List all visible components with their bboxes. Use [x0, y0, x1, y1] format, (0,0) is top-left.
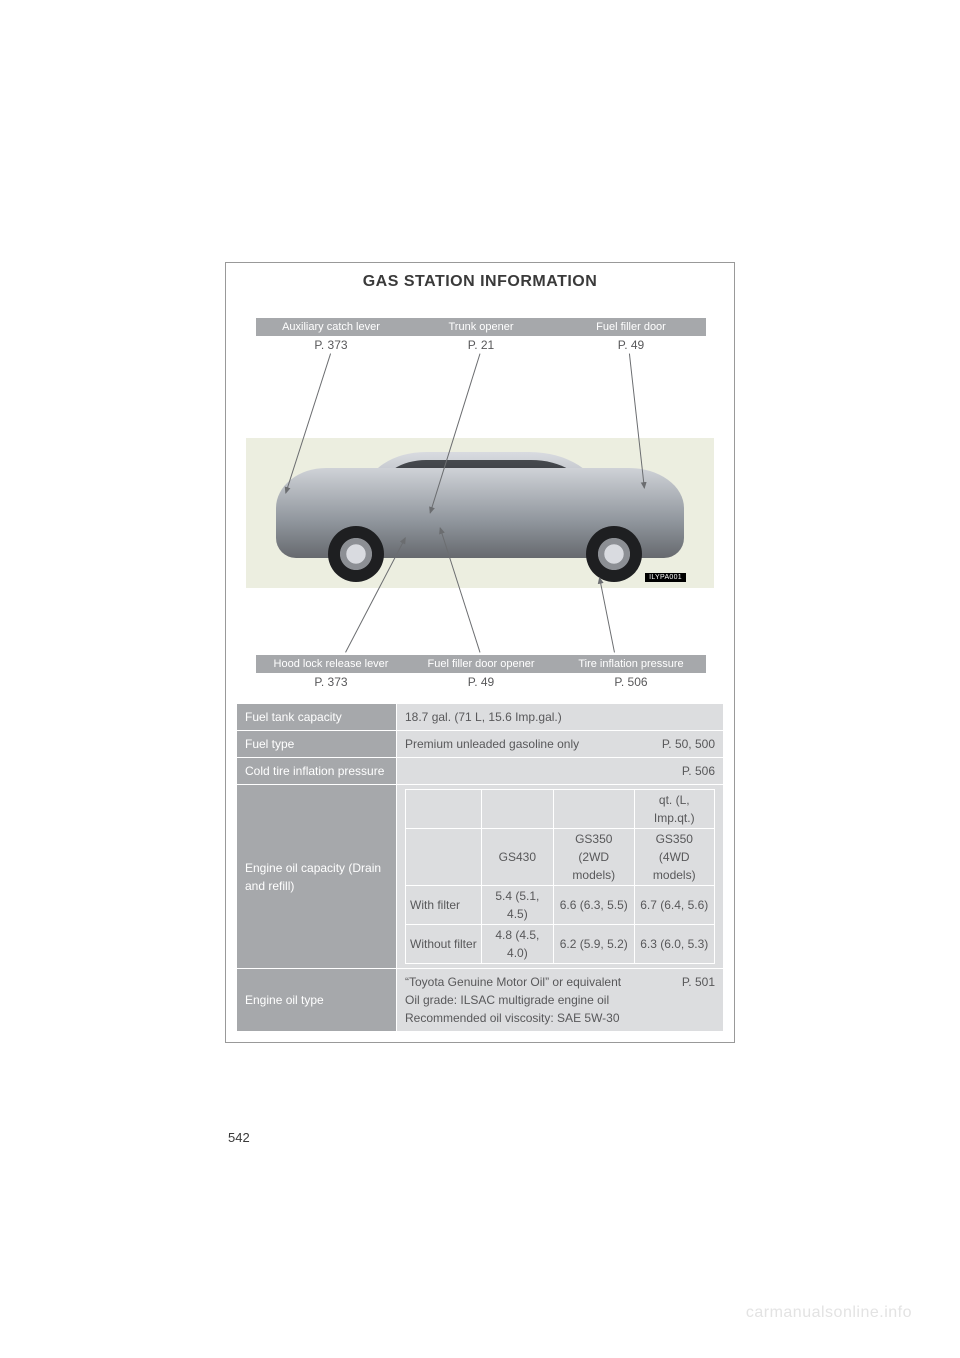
oil-type-line: “Toyota Genuine Motor Oil” or equivalent	[405, 975, 621, 989]
callout-page: P. 506	[556, 675, 706, 689]
spec-value: 18.7 gal. (71 L, 15.6 Imp.gal.)	[397, 704, 724, 731]
callout-label: Fuel filler door	[556, 318, 706, 336]
oil-row-name: With filter	[406, 886, 482, 925]
page-number: 542	[228, 1130, 250, 1145]
spec-value: qt. (L, Imp.qt.) GS430 GS350(2WD models)…	[397, 785, 724, 969]
oil-unit-note: qt. (L, Imp.qt.)	[634, 790, 715, 829]
oil-cell: 6.2 (5.9, 5.2)	[554, 925, 634, 964]
oil-cell: 6.3 (6.0, 5.3)	[634, 925, 715, 964]
callout-label: Hood lock release lever	[256, 655, 406, 673]
oil-col: GS350(4WD models)	[634, 829, 715, 886]
oil-cell: 6.6 (6.3, 5.5)	[554, 886, 634, 925]
image-id-tag: ILYPA001	[645, 573, 686, 582]
wheel-rear	[586, 526, 642, 582]
callout-trunk-opener: Trunk opener P. 21	[406, 318, 556, 352]
callout-hood-lock-release-lever: Hood lock release lever P. 373	[256, 655, 406, 689]
table-row: Engine oil capacity (Drain and refill) q…	[237, 785, 724, 969]
callout-label: Trunk opener	[406, 318, 556, 336]
spec-value: P. 50, 500 Premium unleaded gasoline onl…	[397, 731, 724, 758]
callout-page: P. 49	[406, 675, 556, 689]
manual-page: GAS STATION INFORMATION ILYPA001	[0, 0, 960, 1358]
table-row: Fuel type P. 50, 500 Premium unleaded ga…	[237, 731, 724, 758]
table-row: Cold tire inflation pressure P. 506	[237, 758, 724, 785]
callout-label: Auxiliary catch lever	[256, 318, 406, 336]
page-ref: P. 50, 500	[662, 735, 715, 753]
callout-label: Tire inflation pressure	[556, 655, 706, 673]
page-ref: P. 506	[682, 762, 715, 780]
panel-title: GAS STATION INFORMATION	[226, 263, 734, 303]
oil-col: GS350(2WD models)	[554, 829, 634, 886]
callout-fuel-filler-door-opener: Fuel filler door opener P. 49	[406, 655, 556, 689]
spec-label: Fuel type	[237, 731, 397, 758]
oil-capacity-table: qt. (L, Imp.qt.) GS430 GS350(2WD models)…	[405, 789, 715, 964]
car-bg: ILYPA001	[246, 438, 714, 588]
watermark: carmanualsonline.info	[746, 1304, 912, 1322]
oil-cell: 6.7 (6.4, 5.6)	[634, 886, 715, 925]
oil-col: GS430	[481, 829, 553, 886]
spec-label: Fuel tank capacity	[237, 704, 397, 731]
callout-page: P. 49	[556, 338, 706, 352]
spec-label: Engine oil type	[237, 969, 397, 1032]
spec-label: Engine oil capacity (Drain and refill)	[237, 785, 397, 969]
callout-page: P. 373	[256, 675, 406, 689]
info-panel: GAS STATION INFORMATION ILYPA001	[225, 262, 735, 1043]
car-diagram: ILYPA001 Auxiliary catc	[226, 303, 734, 703]
table-row: Engine oil type P. 501 “Toyota Genuine M…	[237, 969, 724, 1032]
spec-label: Cold tire inflation pressure	[237, 758, 397, 785]
spec-table: Fuel tank capacity 18.7 gal. (71 L, 15.6…	[236, 703, 724, 1032]
oil-row-name: Without filter	[406, 925, 482, 964]
oil-type-line: Recommended oil viscosity: SAE 5W-30	[405, 1011, 620, 1025]
callout-label: Fuel filler door opener	[406, 655, 556, 673]
spec-value-text: Premium unleaded gasoline only	[405, 737, 579, 751]
callout-page: P. 21	[406, 338, 556, 352]
table-row: Fuel tank capacity 18.7 gal. (71 L, 15.6…	[237, 704, 724, 731]
callout-tire-inflation-pressure: Tire inflation pressure P. 506	[556, 655, 706, 689]
oil-cell: 5.4 (5.1, 4.5)	[481, 886, 553, 925]
spec-value: P. 506	[397, 758, 724, 785]
callout-page: P. 373	[256, 338, 406, 352]
callout-auxiliary-catch-lever: Auxiliary catch lever P. 373	[256, 318, 406, 352]
spec-value: P. 501 “Toyota Genuine Motor Oil” or equ…	[397, 969, 724, 1032]
callout-fuel-filler-door: Fuel filler door P. 49	[556, 318, 706, 352]
wheel-front	[328, 526, 384, 582]
oil-type-line: Oil grade: ILSAC multigrade engine oil	[405, 993, 609, 1007]
oil-cell: 4.8 (4.5, 4.0)	[481, 925, 553, 964]
page-ref: P. 501	[682, 973, 715, 991]
